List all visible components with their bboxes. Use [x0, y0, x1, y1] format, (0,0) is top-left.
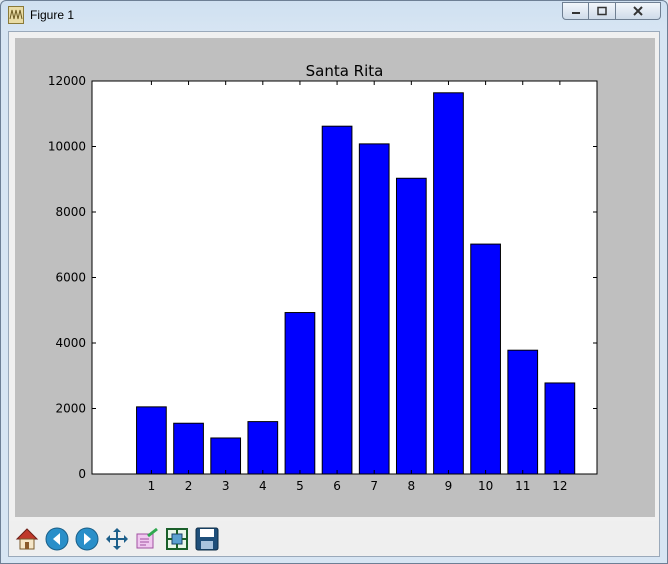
bar-11 [507, 349, 539, 475]
bar-8 [395, 177, 427, 475]
home-button[interactable] [12, 524, 42, 554]
bar-2 [173, 422, 204, 475]
minimize-button[interactable] [562, 2, 589, 20]
close-icon [633, 6, 643, 16]
y-tick-label: 10000 [48, 140, 86, 154]
y-tick-label: 12000 [48, 74, 86, 88]
navigation-toolbar [9, 521, 659, 555]
save-icon [195, 527, 219, 551]
bar-4 [247, 421, 279, 475]
y-tick-label: 0 [78, 467, 86, 481]
bar-1 [136, 406, 167, 475]
bar-7 [358, 143, 390, 475]
pan-button[interactable] [102, 524, 132, 554]
bar-chart: Santa Rita 0 2000 4000 6000 8000 10000 12000 1… [48, 62, 598, 493]
figure-canvas: Santa Rita 0 2000 4000 6000 8000 10000 12000 1… [15, 38, 655, 517]
pan-icon [106, 528, 128, 550]
x-tick-label: 11 [515, 479, 530, 493]
title-bar[interactable]: Figure 1 [1, 1, 667, 31]
x-tick-label: 1 [148, 479, 156, 493]
close-button[interactable] [616, 2, 661, 20]
bar-10 [470, 243, 501, 475]
maximize-icon [597, 6, 607, 16]
save-button[interactable] [192, 524, 222, 554]
forward-icon [75, 527, 99, 551]
bar-9 [433, 92, 464, 475]
figure-client-area: Santa Rita 0 2000 4000 6000 8000 10000 12000 1… [8, 31, 660, 557]
x-tick-label: 2 [185, 479, 193, 493]
forward-button[interactable] [72, 524, 102, 554]
app-icon [8, 6, 24, 24]
y-tick-label: 4000 [55, 336, 86, 350]
subplots-icon [136, 527, 158, 549]
window-title: Figure 1 [30, 8, 75, 22]
x-tick-label: 5 [296, 479, 304, 493]
y-tick-label: 8000 [55, 205, 86, 219]
back-button[interactable] [42, 524, 72, 554]
back-icon [45, 527, 69, 551]
x-tick-label: 12 [552, 479, 567, 493]
x-tick-label: 4 [259, 479, 267, 493]
chart-title: Santa Rita [306, 62, 384, 80]
zoom-icon [166, 528, 188, 550]
x-tick-label: 3 [222, 479, 230, 493]
minimize-icon [571, 12, 580, 14]
bar-3 [210, 437, 242, 475]
x-tick-label: 6 [333, 479, 341, 493]
maximize-button[interactable] [589, 2, 616, 20]
x-tick-label: 9 [445, 479, 453, 493]
zoom-button[interactable] [162, 524, 192, 554]
x-tick-label: 7 [370, 479, 378, 493]
y-tick-label: 6000 [55, 271, 86, 285]
bar-6 [321, 125, 353, 475]
y-tick-label: 2000 [55, 402, 86, 416]
bar-5 [284, 312, 316, 475]
home-icon [15, 528, 39, 550]
subplots-button[interactable] [132, 524, 162, 554]
bar-12 [544, 382, 576, 475]
x-tick-label: 10 [478, 479, 493, 493]
x-tick-label: 8 [408, 479, 416, 493]
